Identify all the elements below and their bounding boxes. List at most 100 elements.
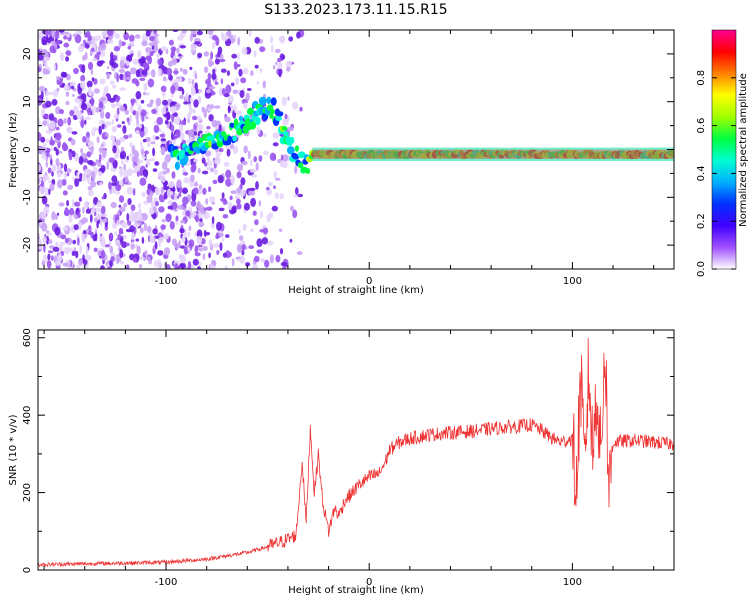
spectrogram-noise-blob: [91, 58, 98, 62]
spectrogram-noise-blob: [130, 243, 135, 250]
spectrogram-noise-blob: [194, 73, 198, 80]
spectrogram-y-ticks: -20 -10 0 10 20: [22, 29, 674, 270]
spectrogram-noise-blob: [254, 219, 259, 226]
snr-x-axis-label: Height of straight line (km): [288, 585, 424, 596]
spectrogram-noise-blob: [139, 177, 147, 186]
spectrogram-noise-blob: [187, 116, 190, 124]
spectrogram-noise-blob: [140, 214, 143, 219]
spectrogram-noise-blob: [183, 177, 190, 184]
spectrogram-noise-blob: [197, 266, 201, 269]
spectrogram-y-tick-label: -10: [22, 189, 33, 205]
spectrogram-noise-blob: [93, 88, 100, 94]
spectrogram-noise-blob: [233, 61, 238, 70]
spectrogram-noise-blob: [116, 103, 122, 107]
spectrogram-signal-blob: [246, 107, 255, 115]
spectrogram-noise-blob: [210, 51, 214, 60]
spectrogram-noise-blob: [190, 86, 196, 96]
spectrogram-noise-blob: [65, 100, 70, 106]
spectrogram-noise-blob: [236, 171, 242, 179]
spectrogram-noise-blob: [48, 239, 53, 245]
spectrogram-noise-blob: [146, 194, 153, 204]
spectrogram-noise-blob: [146, 225, 152, 234]
spectrogram-noise-blob: [296, 251, 303, 256]
spectrogram-noise-blob: [241, 160, 248, 166]
spectrogram-noise-blob: [110, 202, 117, 209]
spectrogram-noise-blob: [280, 54, 286, 60]
spectrogram-noise-blob: [184, 70, 188, 75]
spectrogram-noise-blob: [78, 196, 82, 202]
spectrogram-noise-blob: [48, 91, 53, 96]
spectrogram-noise-blob: [211, 119, 218, 128]
spectrogram-signal-blob: [236, 128, 243, 136]
spectrogram-noise-blob: [247, 150, 251, 160]
spectrogram-noise-blob: [139, 256, 145, 261]
spectrogram-noise-blob: [135, 69, 141, 78]
spectrogram-y-tick-label: -20: [22, 237, 33, 253]
spectrogram-noise-blob: [38, 164, 42, 172]
spectrogram-noise-blob: [100, 143, 104, 148]
spectrogram-noise-blob: [137, 104, 142, 114]
spectrogram-noise-blob: [288, 36, 294, 42]
spectrogram-noise-blob: [72, 33, 77, 38]
spectrogram-noise-blob: [208, 252, 211, 259]
spectrogram-noise-blob: [143, 82, 148, 92]
spectrogram-noise-blob: [99, 182, 103, 186]
spectrogram-noise-blob: [253, 50, 257, 58]
spectrogram-noise-blob: [71, 250, 76, 256]
spectrogram-noise-blob: [256, 126, 261, 135]
spectrogram-noise-blob: [41, 195, 48, 205]
spectrogram-noise-blob: [130, 233, 135, 241]
spectrogram-noise-blob: [149, 158, 155, 162]
spectrogram-noise-blob: [239, 255, 246, 264]
spectrogram-noise-blob: [44, 61, 48, 67]
spectrogram-noise-blob: [160, 85, 167, 93]
spectrogram-noise-blob: [241, 250, 245, 256]
spectrogram-noise-blob: [122, 125, 127, 134]
spectrogram-noise-blob: [59, 52, 65, 62]
spectrogram-noise-blob: [272, 142, 279, 147]
spectrogram-noise-blob: [211, 216, 215, 225]
spectrogram-noise-blob: [111, 126, 118, 133]
spectrogram-noise-blob: [90, 97, 95, 107]
spectrogram-noise-blob: [219, 242, 223, 251]
spectrogram-noise-blob: [245, 92, 250, 102]
snr-series-line: [38, 337, 674, 568]
spectrogram-noise-blob: [118, 137, 126, 143]
spectrogram-noise-blob: [197, 204, 204, 213]
spectrogram-noise-blob: [285, 60, 292, 69]
spectrogram-noise-blob: [130, 204, 136, 211]
spectrogram-noise-blob: [108, 157, 116, 163]
spectrogram-noise-blob: [231, 258, 235, 267]
spectrogram-noise-blob: [93, 247, 98, 252]
spectrogram-noise-blob: [149, 235, 155, 244]
spectrogram-noise-blob: [212, 179, 218, 184]
spectrogram-noise-blob: [80, 148, 84, 154]
spectrogram-noise-blob: [118, 68, 126, 73]
spectrogram-noise-blob: [201, 157, 206, 164]
spectrogram-noise-blob: [262, 227, 269, 235]
spectrogram-noise-blob: [195, 122, 199, 127]
spectrogram-noise-blob: [206, 126, 211, 130]
spectrogram-noise-blob: [148, 209, 155, 215]
spectrogram-noise-blob: [41, 260, 46, 267]
spectrogram-noise-blob: [254, 36, 260, 44]
spectrogram-noise-blob: [96, 136, 100, 144]
spectrogram-noise-blob: [176, 47, 180, 54]
spectrogram-noise-blob: [78, 156, 84, 165]
spectrogram-noise-blob: [148, 42, 155, 47]
spectrogram-noise-blob: [129, 34, 135, 43]
spectrogram-noise-blob: [217, 51, 221, 58]
spectrogram-noise-blob: [108, 181, 112, 190]
spectrogram-noise-blob: [187, 247, 191, 251]
spectrogram-noise-blob: [153, 124, 160, 134]
spectrogram-noise-blob: [76, 172, 79, 180]
spectrogram-noise-blob: [151, 108, 157, 115]
spectrogram-noise-blob: [132, 257, 137, 263]
spectrogram-noise-blob: [71, 131, 78, 135]
spectrogram-noise-blob: [119, 206, 126, 212]
spectrogram-noise-blob: [126, 117, 130, 123]
spectrogram-noise-blob: [260, 258, 266, 263]
spectrogram-noise-blob: [68, 214, 73, 223]
spectrogram-signal-blob: [232, 135, 238, 142]
spectrogram-noise-blob: [207, 30, 214, 36]
